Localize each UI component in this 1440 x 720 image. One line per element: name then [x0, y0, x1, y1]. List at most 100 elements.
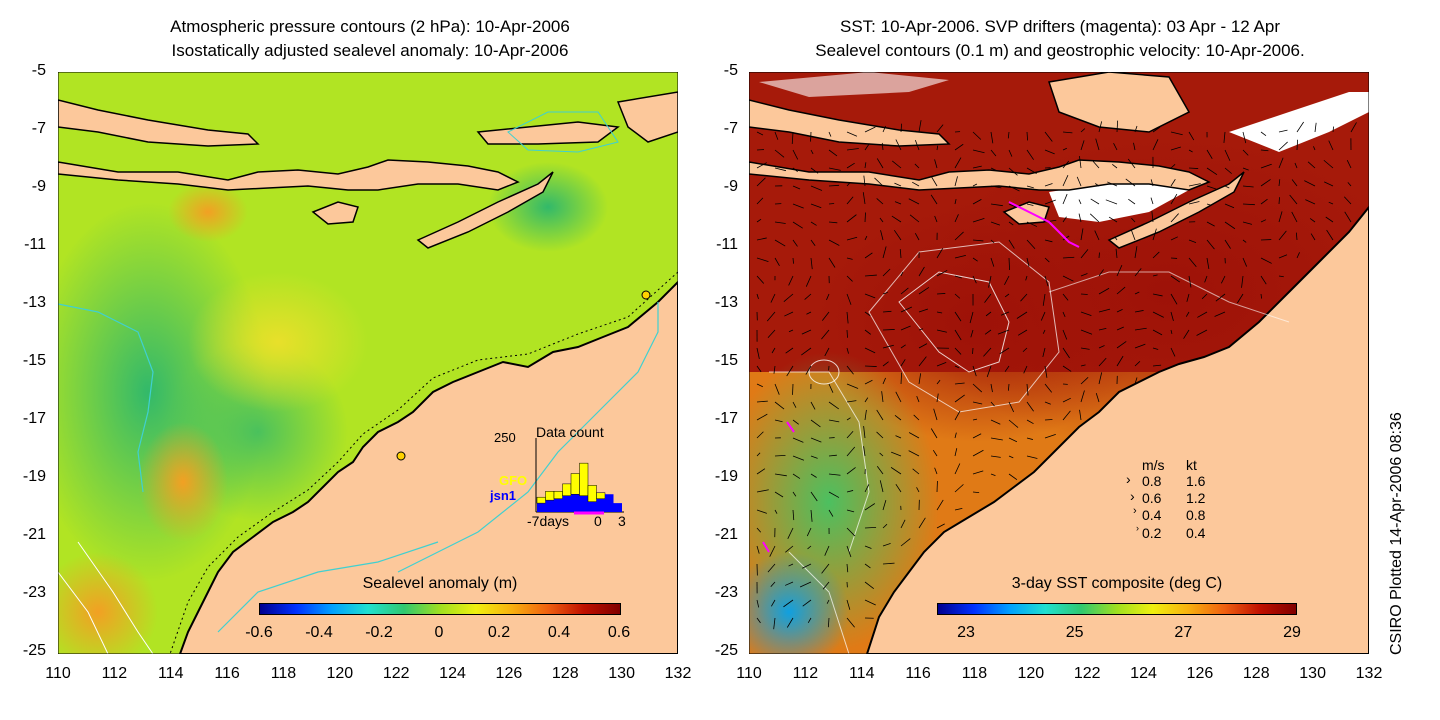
- velocity-arrow: [972, 257, 978, 262]
- velocity-arrow: [881, 142, 884, 151]
- velocity-arrow: [1325, 216, 1334, 223]
- velocity-arrow: [828, 383, 834, 393]
- gfo-bar: [570, 473, 580, 495]
- left-y-tick: -13: [22, 294, 46, 311]
- velocity-arrow: [1223, 131, 1226, 143]
- velocity-arrow: [1152, 251, 1160, 259]
- velocity-arrow: [1206, 167, 1218, 176]
- velocity-arrow: [805, 275, 812, 287]
- velocity-arrow: [827, 617, 830, 628]
- velocity-arrow: [918, 356, 927, 367]
- velocity-arrow: [1343, 196, 1352, 205]
- velocity-arrow: [1260, 179, 1271, 187]
- velocity-arrow: [954, 231, 964, 241]
- legend-kt-2: 0.8: [1186, 507, 1206, 523]
- velocity-arrow: [846, 275, 853, 282]
- velocity-arrow: [1328, 201, 1334, 205]
- velocity-arrow: [1008, 419, 1019, 428]
- velocity-arrow: [1062, 275, 1074, 282]
- velocity-arrow: [891, 451, 902, 457]
- velocity-arrow: [774, 257, 780, 267]
- velocity-arrow: [864, 162, 867, 169]
- velocity-arrow: [1080, 128, 1086, 133]
- velocity-arrow: [864, 365, 877, 367]
- right-x-tick: 116: [905, 665, 931, 682]
- velocity-arrow: [792, 401, 797, 408]
- left-x-tick: 126: [495, 665, 523, 682]
- velocity-arrow: [846, 383, 859, 389]
- velocity-arrow: [1044, 149, 1055, 155]
- velocity-arrow: [908, 450, 920, 457]
- velocity-arrow: [882, 499, 887, 511]
- velocity-arrow: [756, 347, 760, 360]
- velocity-arrow: [1080, 140, 1085, 151]
- velocity-arrow: [785, 347, 794, 354]
- right-title-line2: Sealevel contours (0.1 m) and geostrophi…: [815, 41, 1305, 60]
- velocity-arrow: [864, 329, 871, 335]
- velocity-arrow: [882, 291, 888, 295]
- velocity-arrow: [954, 347, 962, 355]
- velocity-arrow: [756, 383, 764, 388]
- tide-gauge-marker[interactable]: [396, 451, 406, 461]
- velocity-arrow: [894, 182, 902, 187]
- velocity-arrow: [846, 329, 848, 338]
- velocity-arrow: [1062, 397, 1071, 403]
- velocity-arrow: [891, 215, 902, 223]
- gfo-bar: [579, 462, 589, 496]
- velocity-arrow: [954, 382, 965, 385]
- colorbar-tick: 0.4: [547, 624, 571, 641]
- velocity-arrow: [826, 293, 830, 301]
- tide-gauge-marker[interactable]: [641, 290, 651, 300]
- velocity-arrow: [954, 394, 965, 403]
- left-colorbar: [259, 603, 621, 615]
- velocity-arrow: [908, 198, 920, 205]
- velocity-arrow: [990, 185, 1002, 189]
- velocity-arrow: [882, 329, 895, 331]
- legend-kt-3: 0.4: [1186, 525, 1206, 541]
- velocity-arrow: [1242, 221, 1253, 225]
- svp-drifter-track[interactable]: [1008, 201, 1080, 248]
- jsn1-bar: [545, 500, 554, 512]
- legend-arrow-row: ›: [1126, 471, 1131, 487]
- velocity-arrow: [954, 214, 959, 223]
- colorbar-tick: -0.6: [245, 624, 273, 641]
- right-x-tick: 128: [1242, 665, 1270, 682]
- velocity-arrow: [786, 365, 794, 377]
- velocity-arrow: [846, 236, 858, 241]
- svp-drifter-track[interactable]: [786, 421, 795, 433]
- velocity-arrow: [972, 183, 978, 187]
- right-sst-map[interactable]: [749, 72, 1369, 654]
- velocity-arrow: [1026, 257, 1030, 267]
- velocity-arrow: [954, 448, 958, 457]
- velocity-arrow: [954, 311, 962, 322]
- velocity-arrow: [756, 365, 762, 373]
- velocity-arrow: [900, 359, 906, 367]
- high-anomaly-south: [138, 422, 228, 542]
- velocity-arrow: [1309, 218, 1316, 223]
- velocity-arrow: [756, 431, 764, 439]
- velocity-arrow: [912, 468, 920, 475]
- velocity-arrow: [1152, 347, 1159, 350]
- left-sealevel-map[interactable]: [58, 72, 678, 654]
- velocity-arrow: [930, 175, 938, 187]
- inset-xtick-end: 3: [618, 513, 626, 529]
- velocity-arrow: [1008, 437, 1018, 443]
- velocity-arrow: [756, 617, 761, 624]
- colorbar-tick: -0.4: [305, 624, 333, 641]
- velocity-arrow: [900, 519, 906, 529]
- velocity-arrow: [1291, 211, 1298, 223]
- velocity-arrow: [828, 167, 841, 171]
- australia-land: [178, 280, 678, 654]
- svp-drifter-track[interactable]: [762, 541, 770, 553]
- velocity-arrow: [970, 329, 974, 338]
- velocity-arrow: [846, 131, 858, 137]
- legend-arrow-row: ›: [1133, 505, 1137, 517]
- velocity-arrow: [786, 617, 794, 628]
- velocity-arrow: [1016, 311, 1028, 319]
- velocity-arrow: [972, 165, 982, 169]
- velocity-arrow: [756, 545, 760, 554]
- right-y-tick: -15: [714, 352, 738, 369]
- velocity-arrow: [810, 239, 816, 246]
- left-x-tick: 124: [439, 665, 466, 682]
- velocity-arrow: [792, 455, 805, 461]
